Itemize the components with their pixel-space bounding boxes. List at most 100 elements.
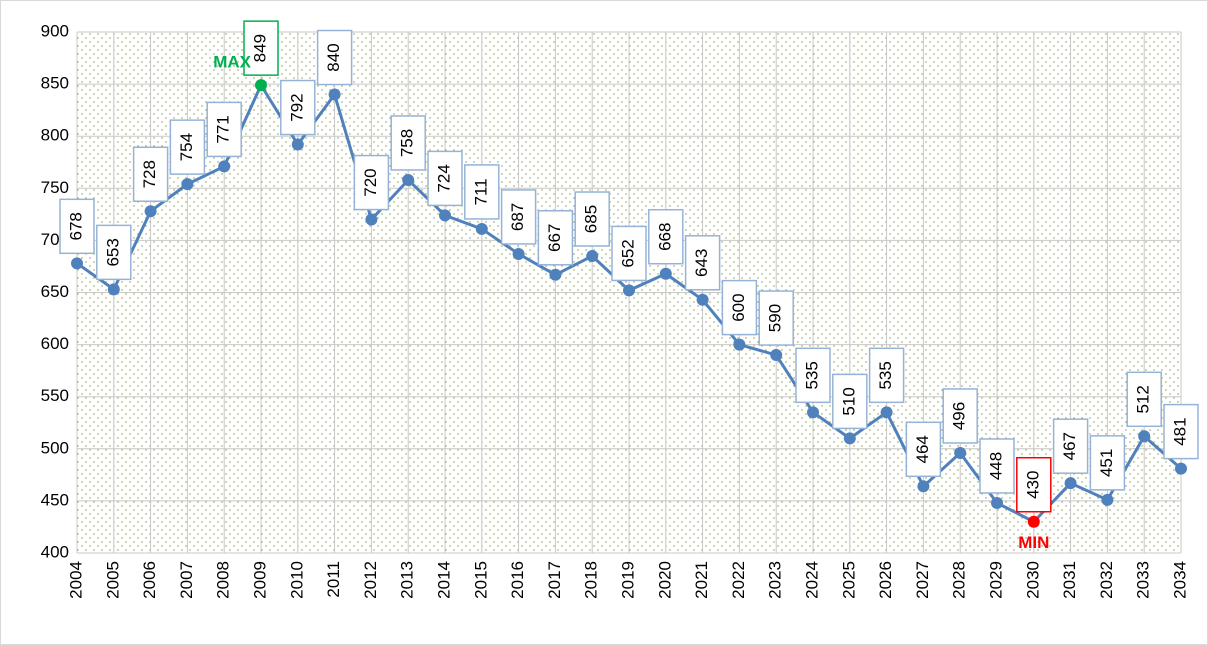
data-label-box: [979, 438, 1015, 494]
x-tick-label: 2017: [545, 561, 564, 599]
data-point: [917, 480, 930, 493]
data-label-box: [132, 146, 169, 202]
data-label-box: [832, 373, 868, 430]
x-tick-label: 2019: [618, 561, 637, 599]
data-label-box: [942, 388, 978, 444]
x-tick-label: 2034: [1170, 561, 1189, 599]
y-tick-label: 850: [41, 74, 69, 93]
data-label-box: [648, 208, 684, 265]
x-tick-label: 2008: [214, 561, 233, 599]
data-label-box: [96, 224, 132, 281]
data-label-box: [169, 119, 206, 175]
data-label-box: [795, 347, 831, 404]
data-label-box: [905, 421, 942, 478]
x-tick-label: 2032: [1097, 561, 1116, 599]
data-label: 451: [1097, 449, 1116, 477]
x-tick-label: 2011: [324, 561, 343, 598]
x-tick-label: 2030: [1023, 561, 1042, 599]
data-label-box: [427, 150, 463, 207]
data-label: 685: [582, 205, 601, 233]
data-label-box: [537, 210, 574, 266]
data-point: [1138, 430, 1151, 443]
data-point: [1027, 515, 1040, 528]
x-tick-label: 2028: [950, 561, 969, 599]
max-label: MAX: [213, 53, 251, 72]
data-point: [843, 432, 856, 445]
x-tick-label: 2005: [103, 561, 122, 599]
data-point: [255, 79, 267, 92]
data-label-box: [1052, 418, 1089, 474]
data-point: [770, 349, 783, 362]
data-label: 792: [287, 93, 306, 121]
y-tick-label: 500: [41, 438, 69, 457]
x-tick-label: 2031: [1060, 561, 1079, 599]
data-point: [365, 213, 378, 226]
data-label: 720: [361, 168, 380, 196]
data-label: 467: [1060, 432, 1079, 460]
data-label-box: [316, 29, 353, 86]
data-label: 512: [1134, 385, 1153, 413]
data-point: [659, 267, 672, 280]
data-point: [402, 173, 415, 186]
data-label: 464: [913, 435, 932, 463]
data-point: [218, 160, 231, 173]
data-label: 724: [434, 164, 453, 192]
data-point: [512, 247, 525, 260]
min-label: MIN: [1018, 533, 1049, 552]
data-label-box: [684, 235, 721, 291]
data-label: 849: [250, 34, 269, 62]
x-tick-label: 2020: [655, 561, 674, 599]
data-label-box: [574, 191, 610, 247]
y-tick-label: 550: [41, 386, 69, 405]
data-label-box: [868, 347, 905, 404]
data-point: [475, 222, 488, 235]
y-tick-label: 750: [41, 178, 69, 197]
data-point: [991, 496, 1003, 509]
data-label: 510: [839, 387, 858, 415]
data-label-box: [464, 164, 500, 220]
x-tick-label: 2025: [839, 561, 858, 599]
data-label-box: [721, 279, 758, 336]
x-tick-label: 2014: [434, 561, 453, 599]
x-tick-label: 2027: [913, 561, 932, 599]
data-point: [71, 257, 83, 270]
data-label-box: [500, 189, 537, 245]
y-tick-label: 650: [41, 282, 69, 301]
y-tick-label: 600: [41, 334, 69, 353]
data-label: 600: [729, 293, 748, 321]
data-label: 728: [140, 160, 159, 188]
data-point: [954, 446, 967, 459]
x-tick-label: 2004: [66, 561, 85, 599]
data-label-box: [1016, 456, 1052, 513]
data-point: [623, 284, 635, 297]
x-tick-label: 2009: [250, 561, 269, 599]
data-label-box: [1089, 435, 1126, 491]
data-label: 754: [177, 133, 196, 161]
y-tick-label: 800: [41, 126, 69, 145]
x-tick-label: 2007: [177, 561, 196, 599]
y-tick-label: 400: [41, 542, 69, 561]
x-tick-label: 2012: [361, 561, 380, 599]
x-tick-label: 2026: [876, 561, 895, 599]
data-label-box: [280, 79, 316, 136]
data-label-box: [1126, 371, 1162, 428]
data-point: [107, 283, 120, 296]
data-label: 535: [802, 361, 821, 389]
x-tick-label: 2016: [508, 561, 527, 599]
data-label-box: [1163, 403, 1199, 460]
x-tick-label: 2029: [986, 561, 1005, 599]
data-point: [291, 138, 304, 151]
data-label: 590: [766, 304, 785, 332]
y-tick-label: 450: [41, 490, 69, 509]
data-label-box: [611, 225, 647, 282]
data-label: 496: [950, 402, 969, 430]
data-label-box: [390, 115, 426, 171]
x-tick-label: 2022: [729, 561, 748, 599]
data-label-box: [206, 101, 242, 158]
data-point: [696, 293, 709, 306]
data-point: [144, 205, 157, 218]
data-point: [586, 250, 599, 263]
data-label: 643: [692, 249, 711, 277]
